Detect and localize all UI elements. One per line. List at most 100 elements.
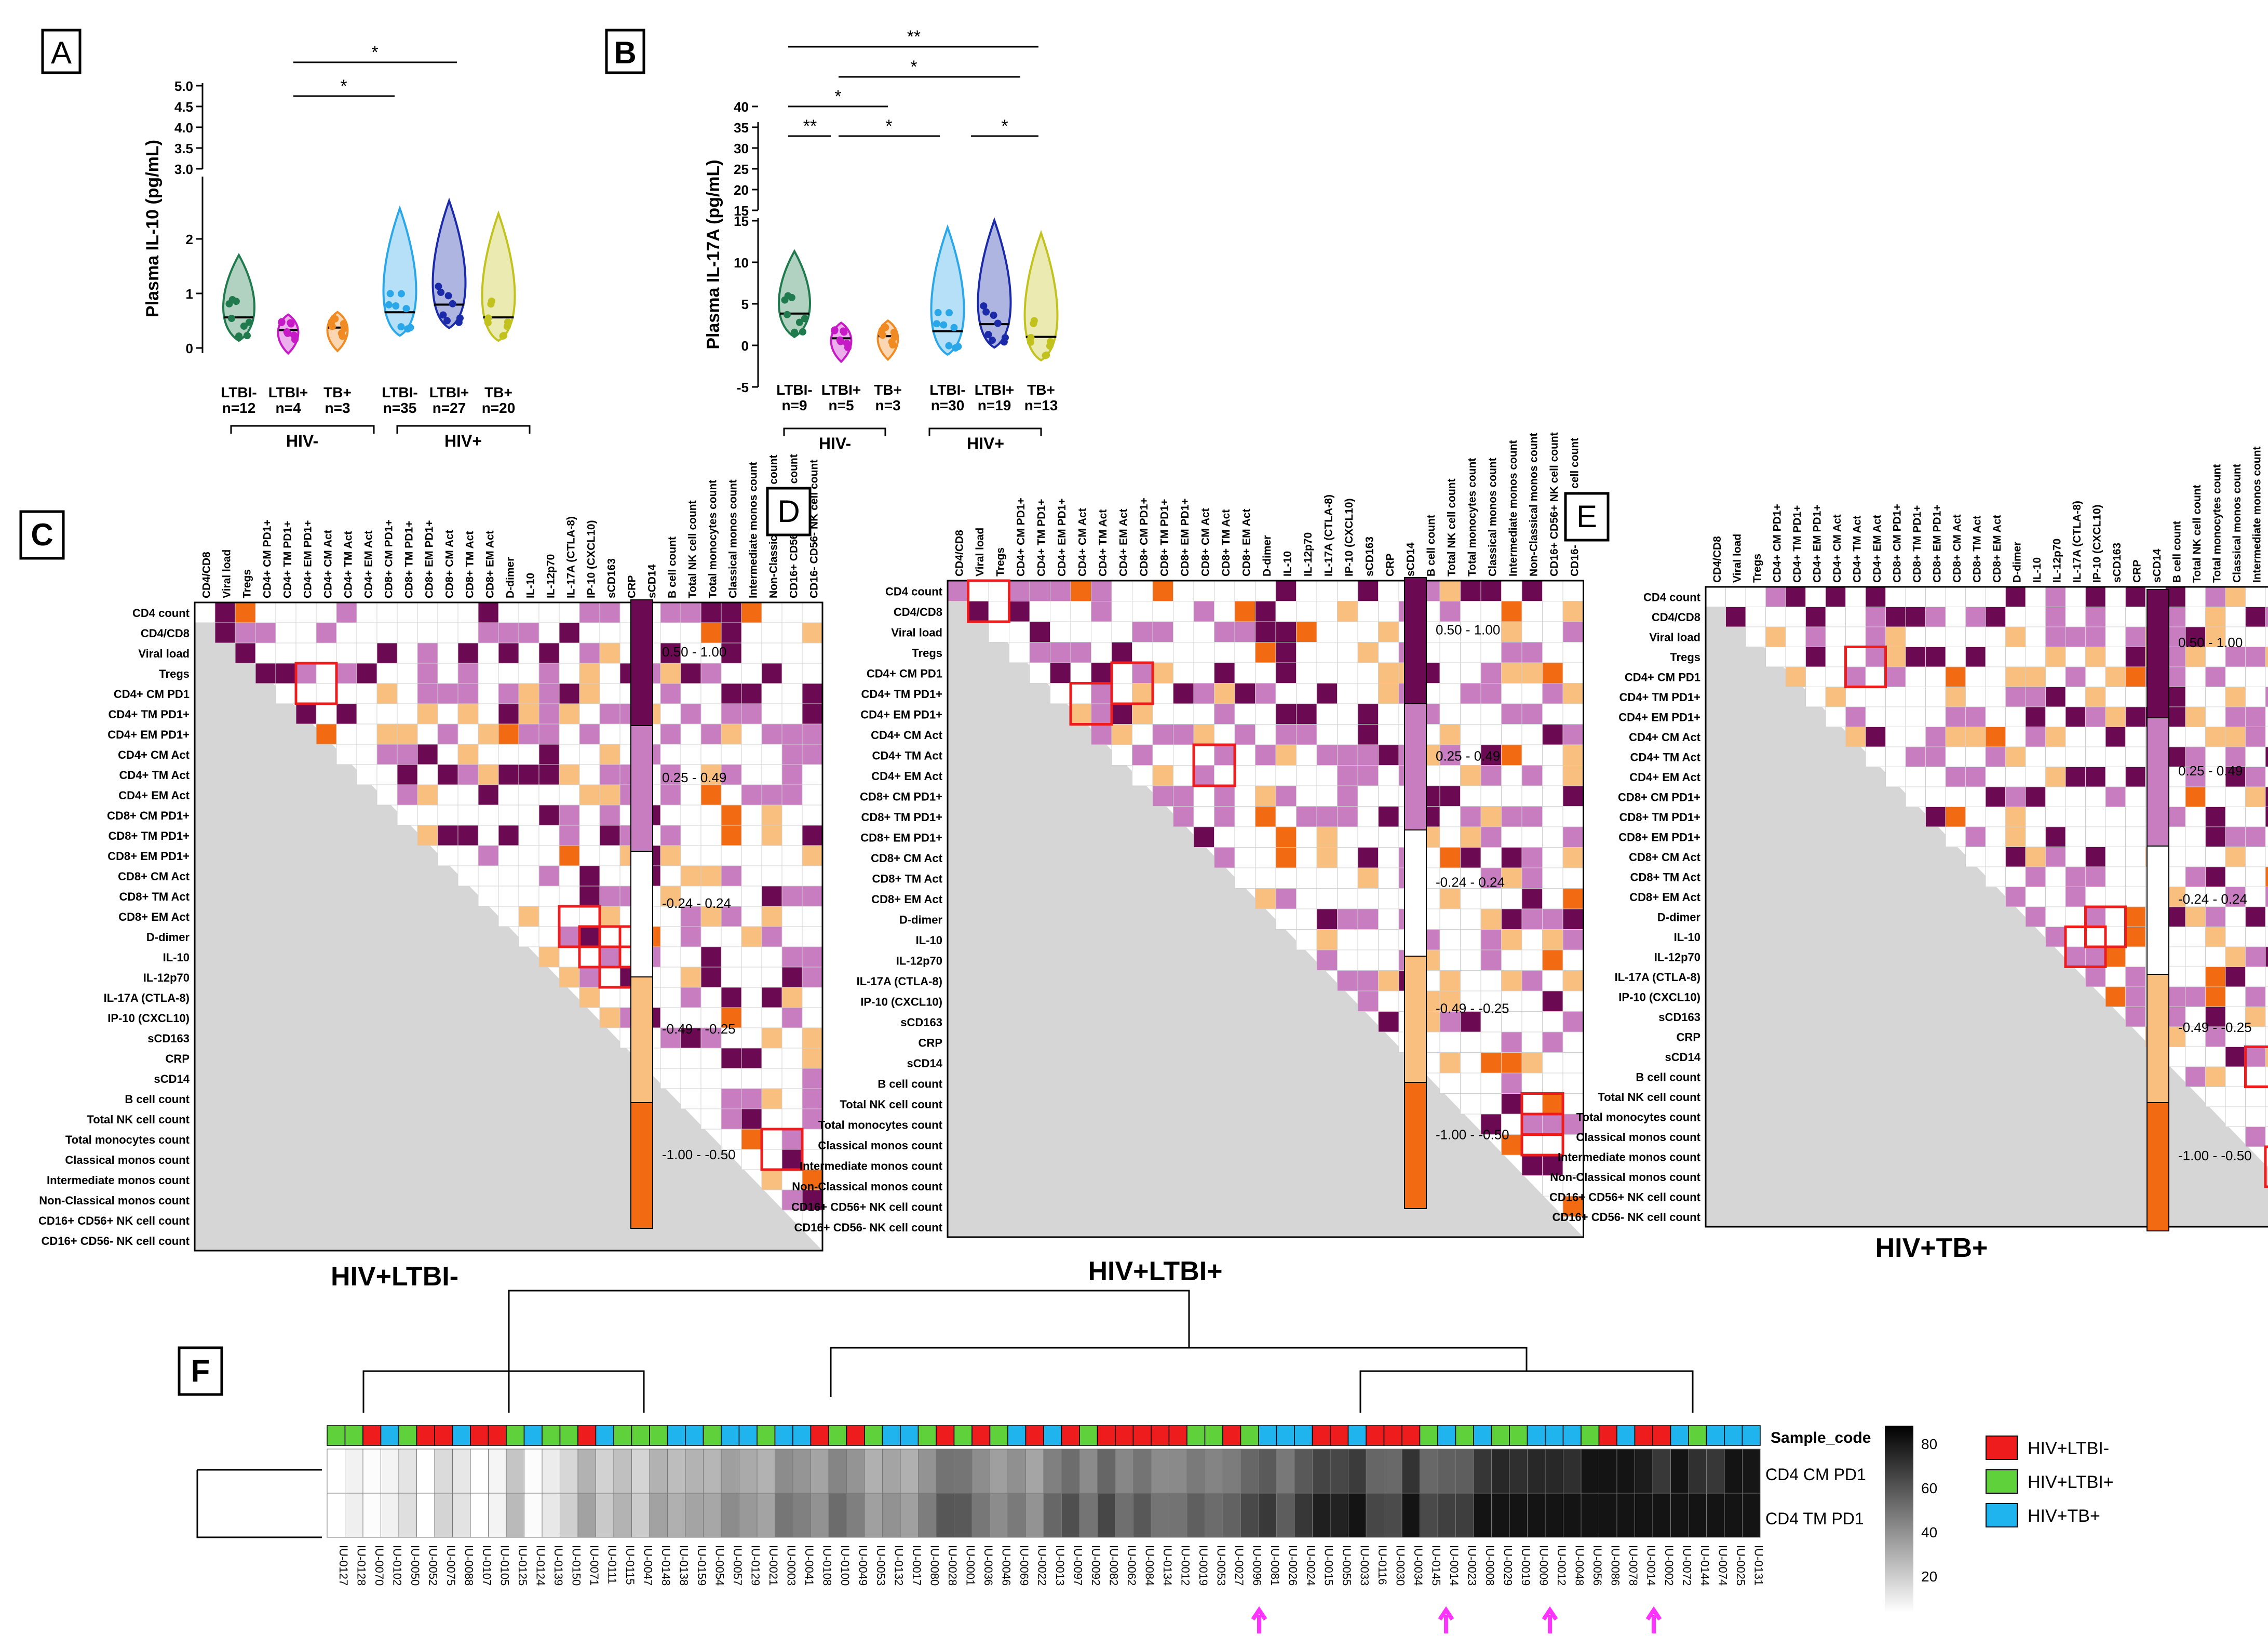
cluster-cell (1527, 1449, 1546, 1494)
heatmap-col-label: CD4/CD8 (954, 530, 966, 576)
heatmap-cell (1965, 746, 1986, 767)
heatmap-col-label: sCD163 (1364, 537, 1376, 576)
heatmap-cell (397, 622, 418, 643)
legend-label: -0.49 - -0.25 (2178, 1020, 2252, 1035)
scale-tick: 80 (1921, 1436, 1937, 1452)
heatmap-cell (1214, 662, 1235, 683)
cluster-cell (721, 1493, 739, 1538)
heatmap-cell (802, 1189, 823, 1211)
heatmap-cell (1296, 785, 1317, 807)
sample-code-cell (1222, 1425, 1241, 1446)
heatmap-cell (1501, 949, 1522, 971)
heatmap-cell (417, 825, 438, 846)
heatmap-cell (802, 967, 823, 988)
sample-label: IU-0001 (964, 1545, 977, 1586)
group-n: n=3 (875, 397, 900, 413)
heatmap-cell (1193, 785, 1214, 807)
cluster-cell (434, 1449, 453, 1494)
heatmap-cell (478, 703, 499, 725)
heatmap-cell (1521, 601, 1543, 622)
heatmap-cell (1357, 580, 1379, 601)
heatmap-cell (761, 622, 782, 643)
cluster-cell (1455, 1449, 1474, 1494)
heatmap-cell (1460, 1052, 1481, 1074)
heatmap-cell (721, 723, 742, 745)
violin-point (487, 300, 495, 308)
heatmap-cell (1316, 847, 1338, 868)
violin-point (484, 314, 492, 322)
heatmap-cell (1542, 949, 1563, 971)
heatmap-cell (1480, 929, 1502, 950)
heatmap-cell (721, 926, 742, 947)
heatmap-cell (2125, 946, 2146, 967)
heatmap-cell (680, 663, 701, 684)
heatmap-cell (1905, 607, 1926, 627)
heatmap-cell (1460, 1031, 1481, 1053)
heatmap-cell (1725, 586, 1746, 607)
heatmap-highlight (1844, 646, 1887, 688)
heatmap-cell (1029, 662, 1050, 683)
heatmap-cell (2045, 807, 2066, 827)
sample-code-cell (1527, 1425, 1546, 1446)
heatmap-cell (781, 906, 803, 927)
heatmap-cell (2265, 586, 2268, 607)
cluster-cell (1258, 1493, 1277, 1538)
group-label: LTBI- (221, 384, 256, 400)
heatmap-cell (1745, 586, 1766, 607)
heatmap-cell (2045, 607, 2066, 627)
heatmap-col-label: CD4+ CM Act (1077, 508, 1089, 576)
heatmap-cell (1885, 626, 1906, 647)
heatmap-cell (1521, 1155, 1543, 1176)
heatmap-row-label: CD8+ TM Act (119, 890, 190, 903)
heatmap-cell (2085, 607, 2106, 627)
heatmap-cell (1865, 727, 1886, 747)
heatmap-cell (2005, 666, 2026, 687)
heatmap-cell (1378, 683, 1399, 704)
heatmap-cell (721, 1108, 742, 1130)
heatmap-col-label: sCD14 (646, 564, 658, 598)
sample-code-cell (1132, 1425, 1152, 1446)
sample-code-cell (774, 1425, 793, 1446)
ytick-label: 15 (734, 213, 749, 229)
sample-code-cell (1347, 1425, 1367, 1446)
heatmap-cell (2265, 1087, 2268, 1107)
violin-point (439, 311, 447, 319)
legend-label: 0.50 - 1.00 (2178, 635, 2243, 650)
ytick-label: 10 (734, 255, 749, 271)
heatmap-cell (1965, 647, 1986, 667)
heatmap-cell (2125, 1007, 2146, 1027)
heatmap-cell (802, 926, 823, 947)
heatmap-cell (1562, 867, 1584, 889)
heatmap-col-label: Viral load (221, 549, 233, 598)
heatmap-cell (599, 845, 620, 866)
cluster-cell (1545, 1449, 1563, 1494)
heatmap-cell (1825, 706, 1846, 727)
scale-bar (1885, 1426, 1913, 1613)
heatmap-cell (1275, 888, 1297, 909)
heatmap-cell (2245, 727, 2266, 747)
heatmap-cell (478, 622, 499, 643)
heatmap-cell (1152, 744, 1173, 766)
heatmap-cell (2025, 626, 2046, 647)
heatmap-cell (2065, 807, 2086, 827)
heatmap-cell (579, 906, 600, 927)
cluster-cell (1240, 1449, 1259, 1494)
group-n: n=19 (978, 397, 1011, 413)
heatmap-cell (2045, 727, 2066, 747)
heatmap-cell (518, 622, 539, 643)
heatmap-cell (680, 804, 701, 826)
heatmap-cell (741, 1068, 762, 1089)
heatmap-cell (1234, 847, 1256, 868)
violin-point (801, 315, 808, 323)
cluster-cell (1348, 1493, 1367, 1538)
heatmap-cell (1111, 744, 1132, 766)
heatmap-cell (1275, 642, 1297, 663)
legend-swatch (630, 725, 653, 852)
heatmap-cell (2125, 906, 2146, 927)
sample-label: IU-0057 (731, 1545, 744, 1586)
heatmap-cell (1009, 642, 1030, 663)
heatmap-cell (478, 744, 499, 765)
heatmap-cell (1542, 724, 1563, 745)
cluster-cell (1276, 1449, 1295, 1494)
heatmap-cell (498, 804, 519, 826)
